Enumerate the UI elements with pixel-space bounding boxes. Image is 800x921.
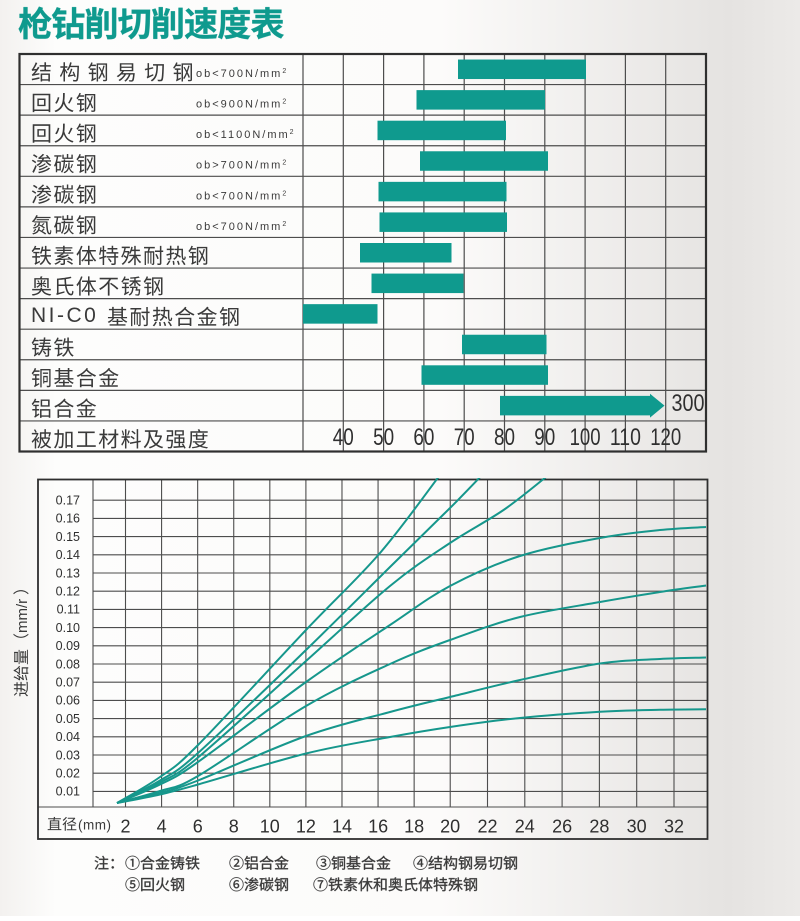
svg-text:40: 40	[333, 424, 354, 451]
svg-text:ob<700N/mm2: ob<700N/mm2	[196, 221, 288, 233]
svg-text:ob<1100N/mm2: ob<1100N/mm2	[196, 129, 296, 141]
svg-text:80: 80	[494, 424, 515, 451]
svg-text:18: 18	[404, 817, 424, 837]
svg-text:6: 6	[193, 817, 203, 837]
svg-text:50: 50	[373, 424, 394, 451]
svg-text:ob<700N/mm2: ob<700N/mm2	[196, 68, 288, 80]
svg-text:20: 20	[440, 817, 460, 837]
svg-text:10: 10	[260, 817, 280, 837]
svg-text:0.06: 0.06	[56, 694, 80, 708]
svg-text:16: 16	[368, 817, 388, 837]
svg-text:0.02: 0.02	[56, 767, 80, 781]
svg-text:0.09: 0.09	[56, 639, 80, 653]
svg-text:ob<700N/mm2: ob<700N/mm2	[196, 190, 288, 202]
svg-text:24: 24	[515, 817, 535, 837]
svg-text:30: 30	[627, 817, 647, 837]
svg-text:0.12: 0.12	[56, 585, 80, 599]
svg-text:0.03: 0.03	[56, 748, 80, 762]
svg-text:22: 22	[477, 817, 497, 837]
svg-text:8: 8	[229, 817, 239, 837]
svg-text:0.05: 0.05	[56, 712, 80, 726]
svg-text:NI-C0: NI-C0	[31, 304, 98, 327]
svg-text:0.01: 0.01	[56, 785, 80, 799]
svg-text:60: 60	[413, 424, 434, 451]
svg-text:0.08: 0.08	[56, 657, 80, 671]
svg-text:12: 12	[296, 817, 316, 837]
svg-text:ob>700N/mm2: ob>700N/mm2	[196, 160, 288, 172]
svg-text:26: 26	[552, 817, 572, 837]
svg-text:0.13: 0.13	[56, 566, 80, 580]
svg-text:120: 120	[650, 424, 681, 451]
svg-text:0.04: 0.04	[56, 730, 80, 744]
svg-text:0.07: 0.07	[56, 676, 80, 690]
svg-text:2: 2	[120, 817, 130, 837]
svg-text:300: 300	[672, 390, 705, 417]
svg-text:110: 110	[610, 424, 641, 451]
svg-text:mm/r: mm/r	[14, 599, 31, 633]
svg-text:14: 14	[332, 817, 352, 837]
svg-text:0.16: 0.16	[56, 512, 80, 526]
svg-text:100: 100	[570, 424, 601, 451]
svg-text:28: 28	[589, 817, 609, 837]
svg-text:70: 70	[454, 424, 475, 451]
svg-text:0.14: 0.14	[56, 548, 80, 562]
svg-text:0.10: 0.10	[56, 621, 80, 635]
svg-text:(mm): (mm)	[78, 818, 111, 833]
svg-text:0.15: 0.15	[56, 530, 80, 544]
svg-text:0.17: 0.17	[56, 494, 80, 508]
svg-text:32: 32	[664, 817, 684, 837]
svg-text:90: 90	[534, 424, 555, 451]
svg-text:ob<900N/mm2: ob<900N/mm2	[196, 99, 288, 111]
svg-text:0.11: 0.11	[57, 603, 80, 617]
svg-text:4: 4	[157, 817, 167, 837]
